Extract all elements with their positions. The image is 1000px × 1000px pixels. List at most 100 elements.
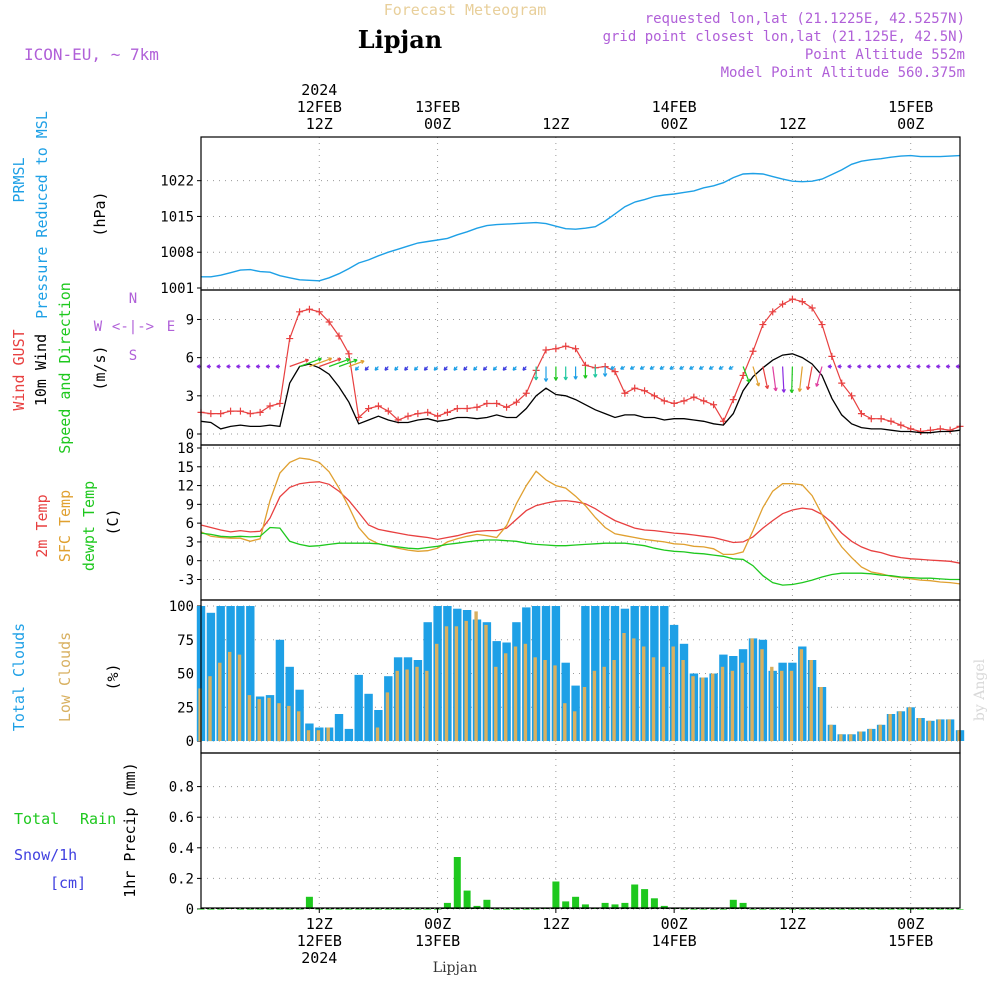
- location-title: Lipjan: [358, 25, 442, 54]
- wind-direction-arrow: [512, 366, 517, 371]
- clouds-grid: [201, 600, 960, 753]
- temperature-y-tick-label: 9: [186, 497, 194, 513]
- total-clouds-label: Total Clouds: [10, 623, 28, 731]
- low-cloud-bar: [780, 670, 784, 741]
- gust-point: [414, 410, 422, 418]
- gust-point: [808, 304, 816, 312]
- wind-direction-arrow: [772, 366, 778, 392]
- wind-direction-arrow: [857, 364, 862, 369]
- low-cloud-bar: [297, 711, 301, 741]
- pressure-line: [201, 154, 961, 282]
- wind-direction-arrow: [752, 366, 761, 387]
- wind-direction-arrow: [453, 366, 458, 371]
- rain-bar: [404, 909, 412, 910]
- wind-direction-arrow: [689, 365, 695, 370]
- compass-east: E: [167, 319, 175, 335]
- pressure-unit: (hPa): [91, 191, 109, 236]
- gust-point: [562, 342, 570, 350]
- compass-north: N: [129, 291, 137, 307]
- temp-unit: (C): [104, 508, 122, 535]
- low-cloud-bar: [878, 724, 882, 741]
- bottom-time-label: 13FEB: [415, 932, 460, 950]
- wind-direction-arrow: [797, 366, 803, 392]
- wind-direction-arrow: [348, 359, 365, 368]
- rain-bar: [522, 909, 530, 910]
- gust-point: [365, 405, 373, 413]
- temp-2m-label: 2m Temp: [33, 494, 51, 557]
- wind-compass: N W <-|-> E S: [94, 291, 175, 364]
- gust-point: [512, 398, 520, 406]
- gust-point: [503, 403, 511, 411]
- precipitation-panel: 0 0.2 0.4 0.6 0.8: [169, 752, 964, 918]
- wind-grid: [201, 290, 960, 445]
- gust-point: [315, 308, 323, 316]
- low-cloud-bar: [849, 734, 853, 742]
- gust-point: [719, 417, 727, 425]
- low-cloud-bar: [415, 666, 419, 742]
- pressure-frame: [200, 136, 961, 291]
- low-cloud-bar: [592, 670, 597, 741]
- gust-point: [542, 346, 550, 354]
- wind-y-tick-label: 3: [186, 389, 194, 405]
- low-cloud-bar: [553, 665, 557, 741]
- rain-bar: [700, 909, 708, 910]
- low-cloud-bar: [208, 676, 212, 741]
- wind-direction-arrow: [473, 366, 478, 371]
- wind-direction-arrow: [610, 365, 616, 370]
- compass-arrow: <-|->: [112, 319, 154, 335]
- wind-direction-arrow: [265, 364, 270, 369]
- precipitation-y-tick-label: 0.4: [169, 841, 194, 857]
- wind-direction-arrow: [718, 365, 724, 370]
- wind-direction-arrow: [837, 364, 842, 369]
- wind-10m-label: 10m Wind: [32, 334, 50, 406]
- rain-bar: [503, 909, 511, 910]
- precipitation-y-tick-label: 0: [186, 902, 194, 918]
- low-cloud-bar: [543, 660, 547, 741]
- gust-point: [769, 308, 777, 316]
- total-cloud-bar: [344, 728, 354, 741]
- low-cloud-bar: [799, 649, 804, 741]
- low-cloud-bar: [750, 638, 754, 741]
- wind-direction-arrow: [806, 366, 813, 391]
- gust-point: [374, 402, 382, 410]
- rain-bar: [739, 902, 747, 909]
- pressure-label-msl: Pressure Reduced to MSL: [33, 111, 51, 319]
- clouds-unit: (%): [104, 663, 122, 690]
- pressure-panel: 1001 1008 1015 1022: [160, 136, 961, 297]
- low-cloud-bar: [306, 730, 311, 741]
- rain-bar: [335, 909, 343, 910]
- precipitation-y-tick-label: 0.8: [169, 780, 194, 796]
- gust-point: [335, 332, 343, 340]
- wind-direction-arrow: [742, 366, 751, 383]
- gust-point: [710, 401, 718, 409]
- clouds-panel: 0 25 50 75 100: [169, 599, 965, 754]
- gust-point: [207, 410, 215, 418]
- temperature-y-tick-label: 6: [186, 516, 194, 532]
- rain-bar: [296, 909, 304, 910]
- wind-direction-arrow: [533, 366, 539, 381]
- gust-point: [749, 347, 757, 355]
- wind-direction-arrow: [236, 364, 241, 369]
- pressure-label-prmsl: PRMSL: [10, 157, 28, 202]
- low-cloud-bar: [858, 731, 863, 741]
- model-altitude: Model Point Altitude 560.375m: [721, 65, 965, 81]
- wind-direction-arrow: [354, 366, 360, 371]
- gust-point: [759, 321, 767, 329]
- wind-direction-arrow: [338, 358, 358, 368]
- gust-line: [200, 298, 961, 433]
- precip-total-label: Total: [14, 810, 59, 828]
- gust-point: [443, 408, 451, 416]
- wind-direction-arrow: [246, 364, 251, 369]
- total-cloud-bar: [374, 710, 383, 741]
- wind-direction-arrow: [492, 366, 498, 371]
- wind-direction-arrow: [413, 366, 419, 371]
- rain-bar: [394, 909, 402, 910]
- wind-unit: (m/s): [91, 345, 109, 390]
- total-cloud-bar: [561, 662, 570, 741]
- gust-point: [621, 389, 629, 397]
- low-cloud-bar: [740, 662, 744, 741]
- gust-point: [522, 389, 530, 397]
- chart-title: Forecast Meteogram: [384, 1, 547, 19]
- wind-speed-dir-label: Speed and Direction: [56, 282, 74, 454]
- gust-point: [236, 407, 244, 415]
